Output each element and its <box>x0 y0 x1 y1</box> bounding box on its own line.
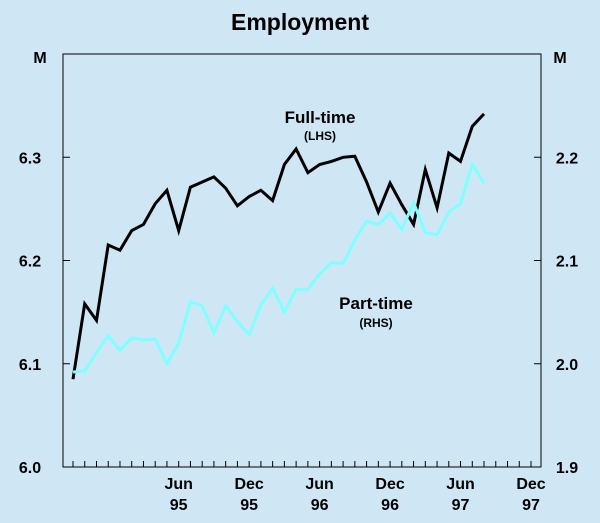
x-tick-label: Dec <box>516 476 545 493</box>
left-tick-label: 6.3 <box>19 150 41 167</box>
part-time-axis-note: (RHS) <box>359 316 392 330</box>
full-time-axis-note: (LHS) <box>304 129 336 143</box>
series-layer <box>71 112 486 380</box>
full-time-series-line <box>71 112 486 380</box>
ticks-layer: 6.0 6.1 6.2 6.3 1.9 2.0 2.1 2.2 Jun 95 Dec 95 Jun 96 D… <box>19 150 578 514</box>
x-tick-year: 95 <box>170 497 188 514</box>
part-time-series-line <box>72 160 486 374</box>
right-tick-label: 2.2 <box>556 150 578 167</box>
x-tick-year: 96 <box>381 497 399 514</box>
x-tick-label: Jun <box>164 476 192 493</box>
x-tick-year: 95 <box>240 497 258 514</box>
x-tick-label: Dec <box>234 476 263 493</box>
left-tick-label: 6.1 <box>19 357 41 374</box>
chart-title: Employment <box>231 9 369 35</box>
left-tick-label: 6.0 <box>19 460 41 477</box>
x-tick-label: Dec <box>375 476 404 493</box>
x-tick-label: Jun <box>305 476 333 493</box>
x-tick-year: 96 <box>311 497 329 514</box>
full-time-label: Full-time <box>285 108 356 127</box>
x-tick-year: 97 <box>522 497 540 514</box>
left-unit-label: M <box>33 50 46 67</box>
right-unit-label: M <box>553 50 566 67</box>
right-tick-label: 1.9 <box>556 460 578 477</box>
right-tick-label: 2.1 <box>556 254 578 271</box>
x-tick-year: 97 <box>452 497 470 514</box>
x-tick-label: Jun <box>446 476 474 493</box>
right-tick-label: 2.0 <box>556 357 578 374</box>
left-tick-label: 6.2 <box>19 254 41 271</box>
part-time-label: Part-time <box>339 294 413 313</box>
